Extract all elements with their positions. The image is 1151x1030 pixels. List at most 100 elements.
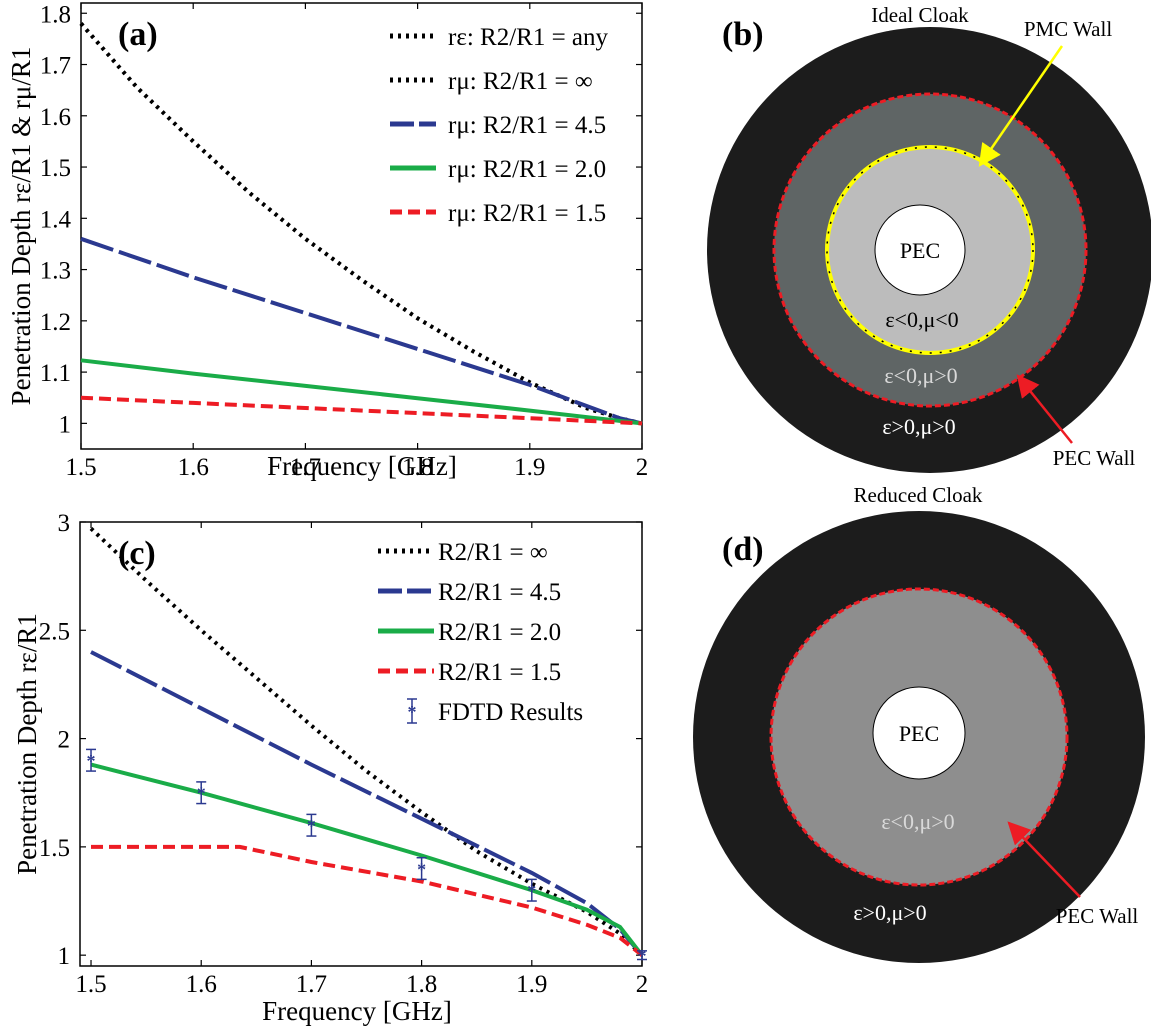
region-middle-label: ε<0,μ>0 — [884, 363, 957, 388]
legend-entry: rε: R2/R1 = any — [390, 24, 609, 51]
pmc-wall-arrow — [978, 45, 1064, 167]
panel-label-d: (d) — [722, 531, 764, 568]
legend-label: R2/R1 = 1.5 — [438, 659, 561, 686]
legend-label: R2/R1 = 4.5 — [438, 579, 561, 606]
region-outer-label-d: ε>0,μ>0 — [853, 900, 926, 925]
legend-c: R2/R1 = ∞ R2/R1 = 4.5 R2/R1 = 2.0 R2/R1 = 1… — [378, 539, 583, 726]
pec-core-d — [872, 686, 966, 780]
x-axis-label-a: Frequency [GHz] — [267, 451, 457, 481]
x-tick-label: 1.7 — [296, 971, 327, 998]
pec-wall-label-d: PEC Wall — [1056, 904, 1139, 928]
y-tick-label: 1.1 — [40, 360, 71, 387]
pec-core-label-d: PEC — [899, 721, 939, 746]
pec-wall-boundary-d — [769, 587, 1069, 887]
svg-text:*: * — [417, 860, 426, 880]
panel-d-reduced-cloak-diagram: PEC ε<0,μ>0 ε>0,μ>0 (d) Reduced Cloak PE… — [693, 483, 1145, 963]
pec-core — [874, 204, 966, 296]
x-tick-label: 1.8 — [402, 454, 433, 481]
pec-core-label: PEC — [900, 238, 940, 263]
y-tick-label: 1 — [58, 943, 71, 970]
fdtd-point: * — [196, 781, 207, 805]
pec-wall-label-b: PEC Wall — [1053, 446, 1136, 470]
x-axis-label-c: Frequency [GHz] — [262, 996, 452, 1026]
legend-label: R2/R1 = 2.0 — [438, 619, 561, 646]
legend-label: rμ: R2/R1 = ∞ — [448, 68, 593, 95]
panel-c-chart: 1.5 1.6 1.7 1.8 1.9 211.522.53 ****** (c) Fre… — [12, 510, 648, 1026]
y-tick-label: 1.5 — [39, 835, 70, 862]
legend-label: rμ: R2/R1 = 1.5 — [448, 200, 606, 227]
legend-label: rμ: R2/R1 = 4.5 — [448, 112, 606, 139]
pmc-wall-label: PMC Wall — [1024, 17, 1113, 41]
fdtd-point: * — [416, 856, 427, 881]
panel-a-chart: 1.5 1.6 1.7 1.8 1.9 2 1 1.1 1.2 1.3 1.4 1.5 1.6 1.7 1.… — [6, 1, 648, 481]
y-axis-label-c: Penetration Depth rε/R1 — [12, 613, 42, 875]
legend-entry: R2/R1 = 2.0 — [378, 619, 561, 646]
x-tick-label: 2 — [636, 454, 649, 481]
series-line — [90, 762, 644, 957]
region-outer-label: ε>0,μ>0 — [882, 414, 955, 439]
y-tick-label: 1.7 — [40, 53, 71, 80]
y-axis-label-a: Penetration Depth rε/R1 & rμ/R1 — [6, 47, 36, 406]
pec-wall-arrow-b — [1016, 374, 1073, 444]
y-tick-label: 1.6 — [40, 104, 71, 131]
fdtd-point: * — [526, 878, 537, 902]
y-tick-label: 2.5 — [39, 618, 70, 645]
x-tick-label: 1.6 — [186, 971, 217, 998]
series-line — [80, 395, 643, 426]
svg-text:*: * — [197, 784, 206, 804]
y-tick-label: 1 — [59, 411, 72, 438]
legend-a: rε: R2/R1 = any rμ: R2/R1 = ∞ rμ: R2/R1 = … — [390, 24, 609, 227]
series-line — [91, 844, 644, 957]
y-tick-label: 1.3 — [40, 258, 71, 285]
series-line — [89, 527, 644, 957]
x-tick-label: 1.5 — [65, 454, 96, 481]
region-inner-label: ε<0,μ<0 — [885, 307, 958, 332]
svg-text:*: * — [307, 816, 316, 836]
diagram-title-b: Ideal Cloak — [871, 3, 969, 27]
legend-entry: R2/R1 = 4.5 — [378, 579, 561, 606]
plot-frame-c — [79, 521, 643, 967]
region-middle-label-d: ε<0,μ>0 — [881, 809, 954, 834]
x-tick-label: 1.7 — [290, 454, 321, 481]
legend-label: R2/R1 = ∞ — [438, 539, 548, 566]
legend-entry: R2/R1 = ∞ — [378, 539, 548, 566]
legend-entry: rμ: R2/R1 = ∞ — [390, 68, 593, 95]
y-tick-label: 3 — [58, 510, 71, 537]
y-tick-label: 1.8 — [40, 1, 71, 28]
diagram-title-d: Reduced Cloak — [854, 483, 983, 507]
svg-text:*: * — [87, 751, 96, 771]
legend-entry: rμ: R2/R1 = 1.5 — [390, 200, 606, 227]
legend-entry: * FDTD Results — [407, 698, 583, 726]
series-line — [90, 650, 644, 957]
pmc-wall-pattern — [826, 146, 1034, 354]
series-line — [80, 236, 643, 426]
x-tick-label: 1.9 — [514, 454, 545, 481]
plot-frame-a — [80, 2, 643, 450]
legend-label: rμ: R2/R1 = 2.0 — [448, 156, 606, 183]
svg-text:*: * — [527, 881, 536, 901]
legend-entry: rμ: R2/R1 = 4.5 — [390, 112, 606, 139]
panel-label-c: (c) — [118, 535, 156, 572]
legend-entry: rμ: R2/R1 = 2.0 — [390, 156, 606, 183]
x-tick-label: 1.8 — [406, 971, 437, 998]
fdtd-point: * — [637, 946, 647, 966]
x-tick-label: 1.9 — [516, 971, 547, 998]
svg-text:*: * — [408, 702, 417, 722]
panel-b-ideal-cloak-diagram: PEC ε<0,μ<0 ε<0,μ>0 ε>0,μ>0 (b) Ideal Cl… — [707, 3, 1151, 473]
fdtd-point: * — [306, 813, 317, 837]
panel-label-a: (a) — [118, 16, 158, 53]
y-tick-label: 2 — [58, 727, 71, 754]
fdtd-point: * — [86, 748, 97, 772]
legend-label: FDTD Results — [438, 699, 583, 726]
y-tick-label: 1.5 — [40, 155, 71, 182]
series-line — [80, 358, 643, 426]
y-tick-label: 1.4 — [40, 206, 72, 233]
x-tick-label: 1.6 — [178, 454, 209, 481]
legend-label: rε: R2/R1 = any — [448, 24, 609, 51]
panel-label-b: (b) — [722, 16, 764, 53]
legend-entry: R2/R1 = 1.5 — [378, 659, 561, 686]
x-tick-label: 2 — [636, 971, 649, 998]
svg-text:*: * — [638, 946, 647, 966]
y-tick-label: 1.2 — [40, 309, 71, 336]
